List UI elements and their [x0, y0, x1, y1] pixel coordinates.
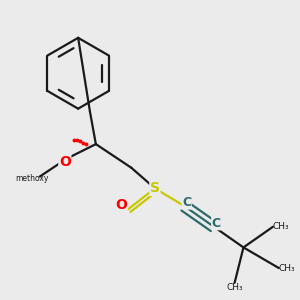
Text: methoxy: methoxy	[16, 173, 49, 182]
Text: CH₃: CH₃	[226, 283, 243, 292]
Text: O: O	[115, 199, 127, 212]
Text: S: S	[150, 182, 160, 195]
Text: C: C	[182, 196, 191, 209]
Text: C: C	[212, 217, 221, 230]
Text: CH₃: CH₃	[273, 222, 290, 231]
Text: CH₃: CH₃	[279, 264, 296, 273]
Text: O: O	[59, 155, 71, 169]
